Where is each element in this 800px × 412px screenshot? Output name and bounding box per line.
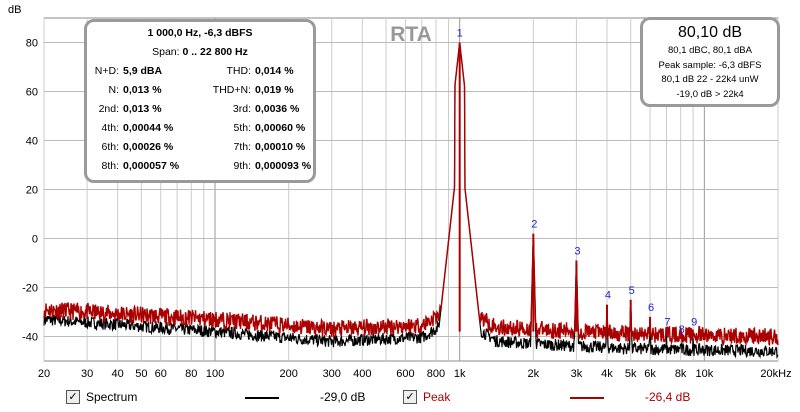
stat-value: 0,014 % [255, 65, 294, 77]
x-tick-label: 50 [135, 368, 147, 380]
stat-value: 0,00026 % [123, 141, 174, 153]
stat-value: 5,9 dBA [123, 65, 163, 77]
stat-label: THD: [226, 65, 252, 77]
peak-checkbox[interactable]: ✓ [403, 390, 417, 404]
stat-value: 0,00060 % [255, 122, 306, 134]
x-tick-label: 300 [323, 368, 341, 380]
spectrum-value: -29,0 dB [320, 390, 366, 404]
x-tick-label: 5k [625, 368, 637, 380]
x-tick-label: 80 [185, 368, 197, 380]
stat-label: 3rd: [232, 103, 251, 115]
harmonic-marker-label: 9 [691, 317, 697, 329]
stats-row: N: 0,013 % THD+N: 0,019 % [87, 81, 313, 100]
distortion-stats-panel: 1 000,0 Hz, -6,3 dBFS Span: 0 .. 22 800 … [84, 19, 316, 183]
x-tick-label: 800 [427, 368, 445, 380]
y-tick-label: 60 [26, 87, 38, 99]
peak-line-swatch [570, 397, 604, 399]
y-tick-label: -40 [22, 332, 38, 344]
series-line-peak [43, 43, 779, 347]
y-tick-label: -20 [22, 283, 38, 295]
y-tick-label: 80 [26, 38, 38, 50]
stats-row: 8th: 0,000057 % 9th: 0,000093 % [87, 157, 313, 176]
x-tick-label: 40 [112, 368, 124, 380]
level-line: Peak sample: -6,3 dBFS [658, 59, 762, 71]
stat-value: 0,00044 % [123, 122, 174, 134]
harmonic-marker-label: 1 [457, 28, 463, 40]
stat-label: 6th: [101, 141, 119, 153]
stats-row: 6th: 0,00026 % 7th: 0,00010 % [87, 138, 313, 157]
spectrum-line-swatch [245, 397, 279, 399]
peak-value: -26,4 dB [645, 390, 691, 404]
stat-value: 0,013 % [123, 84, 162, 96]
harmonic-marker-label: 3 [574, 246, 580, 258]
stat-label: 9th: [233, 160, 251, 172]
stat-label: N: [108, 84, 120, 96]
harmonic-marker-label: 4 [605, 290, 611, 302]
spectrum-toggle[interactable]: ✓ Spectrum [66, 388, 137, 406]
stats-row: N+D: 5,9 dBA THD: 0,014 % [87, 62, 313, 81]
stat-label: 7th: [233, 141, 251, 153]
harmonic-marker-label: 7 [664, 317, 670, 329]
stat-label: 5th: [233, 122, 251, 134]
spectrum-label: Spectrum [86, 390, 138, 404]
stat-label: 4th: [101, 122, 119, 134]
peak-toggle[interactable]: ✓ Peak [403, 388, 450, 406]
peak-label: Peak [423, 390, 451, 404]
x-tick-label: 60 [155, 368, 167, 380]
x-tick-label: 20kHz [760, 368, 791, 380]
span-value: 0 .. 22 800 Hz [182, 46, 248, 58]
harmonic-marker-label: 2 [531, 219, 537, 231]
level-line: 80,1 dB 22 - 22k4 unW [661, 74, 759, 85]
level-line: 80,1 dBC, 80,1 dBA [668, 45, 752, 56]
x-tick-label: 600 [396, 368, 414, 380]
harmonic-marker-label: 5 [629, 285, 635, 297]
level-panel: 80,10 dB 80,1 dBC, 80,1 dBA Peak sample:… [640, 17, 780, 107]
spectrum-checkbox[interactable]: ✓ [66, 390, 80, 404]
x-tick-label: 100 [206, 368, 224, 380]
stat-value: 0,013 % [123, 103, 162, 115]
level-main: 80,10 dB [677, 24, 743, 41]
stats-row: 4th: 0,00044 % 5th: 0,00060 % [87, 119, 313, 138]
stat-label: N+D: [94, 65, 119, 77]
harmonic-marker-label: 6 [648, 302, 654, 314]
y-tick-label: 20 [26, 185, 38, 197]
y-axis-unit: dB [8, 4, 21, 16]
y-tick-label: 40 [26, 136, 38, 148]
level-line: -19,0 dB > 22k4 [676, 88, 744, 100]
x-tick-label: 400 [353, 368, 371, 380]
span-readout: Span: 0 .. 22 800 Hz [87, 43, 313, 62]
x-tick-label: 2k [528, 368, 540, 380]
harmonic-marker-label: 8 [679, 324, 685, 336]
span-label: Span: [152, 46, 180, 58]
stat-label: THD+N: [212, 84, 251, 96]
stat-value: 0,0036 % [255, 103, 300, 115]
x-tick-label: 4k [601, 368, 613, 380]
x-tick-label: 3k [571, 368, 583, 380]
x-tick-label: 20 [38, 368, 50, 380]
stats-row: 2nd: 0,013 % 3rd: 0,0036 % [87, 100, 313, 119]
stat-value: 0,000093 % [255, 160, 312, 172]
x-tick-label: 6k [644, 368, 656, 380]
x-tick-label: 10k [695, 368, 713, 380]
stat-value: 0,000057 % [123, 160, 180, 172]
y-tick-label: 0 [32, 234, 38, 246]
x-tick-label: 8k [675, 368, 687, 380]
stat-label: 2nd: [98, 103, 119, 115]
x-tick-label: 200 [279, 368, 297, 380]
stat-label: 8th: [101, 160, 119, 172]
chart-title: RTA [390, 23, 432, 46]
fundamental-readout: 1 000,0 Hz, -6,3 dBFS [147, 27, 253, 39]
x-tick-label: 1k [454, 368, 466, 380]
stat-value: 0,00010 % [255, 141, 306, 153]
x-tick-label: 30 [81, 368, 93, 380]
stat-value: 0,019 % [255, 84, 294, 96]
